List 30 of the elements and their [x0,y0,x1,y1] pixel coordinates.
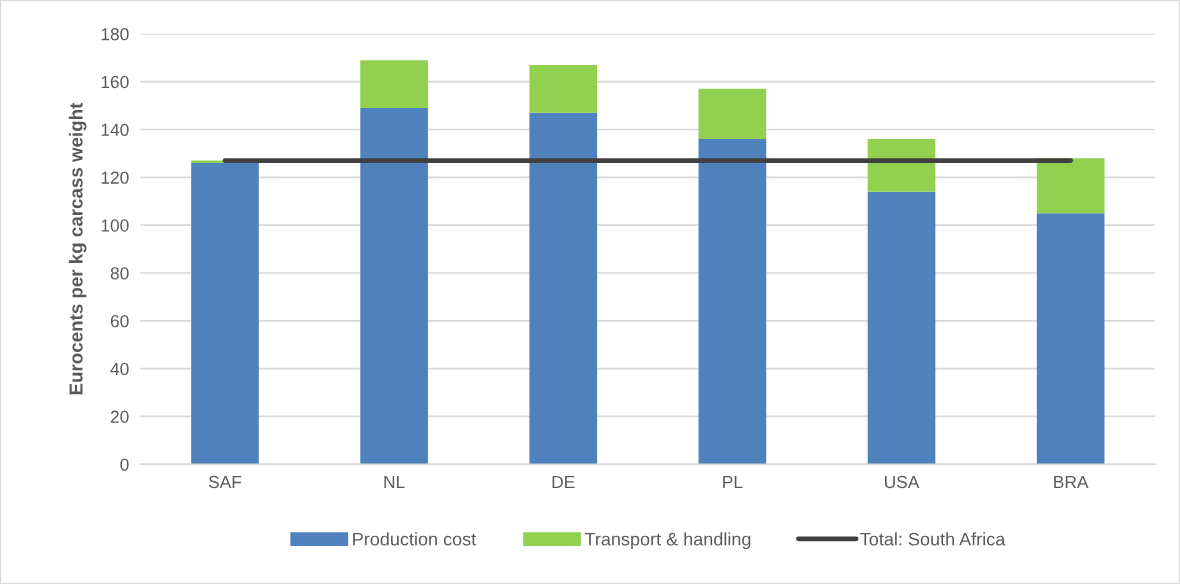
x-tick-label: DE [552,476,575,488]
x-tick-label: BRA [1054,476,1089,488]
y-tick-label: 160 [101,75,129,89]
y-tick-label: 20 [110,410,129,423]
bar [1036,213,1105,465]
y-tick-label: 60 [110,314,129,328]
y-axis-title: Eurocents per kg carcass weight [68,102,87,395]
bar [191,162,259,465]
bar [698,139,767,465]
y-tick-label: 0 [120,458,129,471]
y-tick-label: 100 [101,219,129,232]
x-tick-label: SAF [208,475,242,489]
x-tick-label: PL [723,476,743,488]
bar [529,112,598,465]
legend-label: Transport & handling [584,532,751,550]
y-tick-label: 40 [110,362,129,376]
x-tick-label: USA [885,475,920,489]
y-tick-label: 180 [101,28,129,41]
y-tick-label: 120 [101,171,129,184]
bar [698,88,767,140]
legend-label: Total: South Africa [860,532,1006,546]
bar [360,60,428,108]
legend-label: Production cost [353,532,477,546]
y-tick-label: 80 [110,267,129,280]
bar [529,64,598,113]
bar [867,191,936,465]
y-tick-label: 140 [101,123,129,136]
x-tick-label: NL [384,476,405,488]
bar [360,108,428,465]
bar [1036,158,1105,214]
